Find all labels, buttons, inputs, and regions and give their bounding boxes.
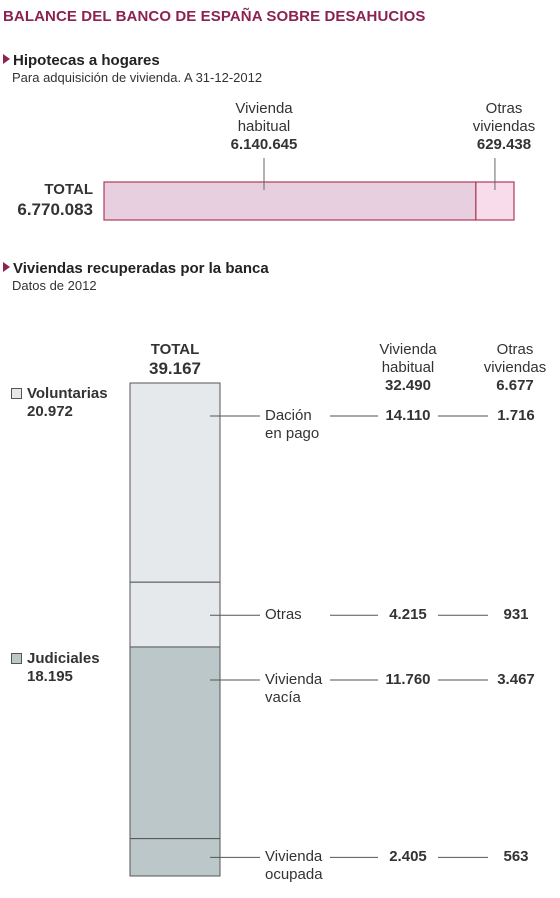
section-subtitle-hipotecas: Para adquisición de vivienda. A 31-12-20… [12,70,263,85]
row-value-habitual: 11.760 [385,670,431,688]
bar-segment-habitual [103,181,477,221]
row-value-habitual: 14.110 [385,407,431,424]
column-header-otras: Otras viviendas 6.677 [470,341,560,395]
row-value-otras: 3.467 [497,670,535,688]
total-value-hipotecas: 6.770.083 [17,200,93,219]
stack-total-value: 39.167 [149,359,201,378]
row-label: Vivienda [265,848,323,866]
row-label: Vivienda [265,670,323,688]
column-header-habitual: Vivienda habitual 32.490 [362,341,454,395]
legend-value-judiciales: 18.195 [27,668,73,685]
row-label: Otras [265,606,302,624]
stack-segment [129,838,221,877]
row-label: en pago [265,425,320,442]
column-total-otras: 6.677 [496,377,534,394]
bullet-icon [3,262,10,272]
total-label-hipotecas: TOTAL [44,181,93,198]
segment-label-habitual: Vivienda habitual 6.140.645 [210,100,318,154]
column-total-habitual: 32.490 [385,377,431,394]
stack-segment [129,382,221,583]
page-title: BALANCE DEL BANCO DE ESPAÑA SOBRE DESAHU… [3,8,426,25]
row-value-otras: 931 [503,606,529,624]
stack-total-label: TOTAL [150,341,200,358]
section-title-viviendas: Viviendas recuperadas por la banca [3,260,269,277]
row-value-otras: 563 [503,848,529,866]
section-subtitle-viviendas: Datos de 2012 [12,278,97,293]
row-value-otras: 1.716 [497,407,535,424]
legend-swatch-judiciales [11,653,22,664]
section-title-text: Hipotecas a hogares [13,52,160,69]
stack-outline [129,382,221,877]
row-label: ocupada [265,866,323,884]
legend-label-judiciales: Judiciales [27,650,100,667]
segment-value-otras: 629.438 [476,136,532,153]
section-title-hipotecas: Hipotecas a hogares [3,52,160,69]
legend-label-voluntarias: Voluntarias [27,385,108,402]
row-label: Dación [265,407,312,424]
stack-segment [129,646,221,840]
bullet-icon [3,54,10,64]
stack-segment [129,581,221,648]
section-title-text: Viviendas recuperadas por la banca [13,260,269,277]
legend-swatch-voluntarias [11,388,22,399]
legend-value-voluntarias: 20.972 [27,403,73,420]
row-value-habitual: 4.215 [389,606,427,624]
row-value-habitual: 2.405 [389,848,427,866]
segment-label-otras: Otras viviendas 629.438 [450,100,558,154]
segment-value-habitual: 6.140.645 [230,136,298,153]
row-label: vacía [265,688,301,706]
